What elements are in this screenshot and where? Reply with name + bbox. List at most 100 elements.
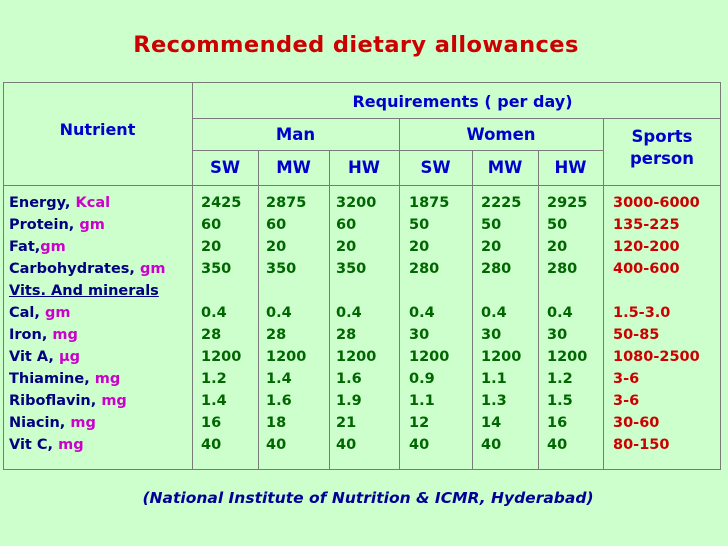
- value-cell: 40: [336, 437, 357, 453]
- value-cell: 1200: [266, 349, 307, 365]
- value-cell: 1.5-3.0: [613, 305, 671, 321]
- source-citation: (National Institute of Nutrition & ICMR,…: [142, 489, 594, 507]
- values-women-mw: 2225 50 20 280 0.4 30 1200 1.1 1.3 14 40: [481, 192, 521, 456]
- value-cell: 40: [266, 437, 287, 453]
- value-cell: 21: [336, 415, 357, 431]
- value-cell: 50: [409, 217, 430, 233]
- value-cell: 1.5: [547, 393, 573, 409]
- value-cell: 28: [266, 327, 287, 343]
- value-cell: 350: [336, 261, 367, 277]
- value-cell: 60: [201, 217, 222, 233]
- values-man-sw: 2425 60 20 350 0.4 28 1200 1.2 1.4 16 40: [201, 192, 241, 456]
- value-cell: 0.4: [201, 305, 227, 321]
- nutrient-vits-heading: Vits. And minerals: [9, 283, 159, 299]
- page-title: Recommended dietary allowances: [133, 32, 579, 58]
- value-cell: 0.4: [336, 305, 362, 321]
- nutrient-vit-c: Vit C, mg: [9, 437, 84, 453]
- value-cell: 280: [547, 261, 578, 277]
- value-cell: 1.2: [547, 371, 573, 387]
- value-cell: 120-200: [613, 239, 680, 255]
- divider-women-mw-hw: [538, 150, 539, 470]
- value-cell: 135-225: [613, 217, 680, 233]
- value-cell: 30: [481, 327, 502, 343]
- divider-women-sw-mw: [472, 150, 473, 470]
- value-cell: 1200: [409, 349, 450, 365]
- nutrient-riboflavin: Riboflavin, mg: [9, 393, 127, 409]
- value-cell: 0.4: [547, 305, 573, 321]
- value-cell: 30-60: [613, 415, 660, 431]
- value-cell: 2925: [547, 195, 588, 211]
- value-cell: 0.4: [409, 305, 435, 321]
- value-cell: 1080-2500: [613, 349, 700, 365]
- value-cell: 2225: [481, 195, 522, 211]
- values-man-mw: 2875 60 20 350 0.4 28 1200 1.4 1.6 18 40: [266, 192, 306, 456]
- value-cell: 28: [201, 327, 222, 343]
- value-cell: [201, 280, 241, 302]
- value-cell: 1200: [336, 349, 377, 365]
- value-cell: 40: [201, 437, 222, 453]
- value-cell: 0.9: [409, 371, 435, 387]
- value-cell: 30: [409, 327, 430, 343]
- value-cell: 16: [201, 415, 222, 431]
- rda-table: [3, 82, 721, 470]
- value-cell: 20: [409, 239, 430, 255]
- value-cell: [613, 280, 700, 302]
- value-cell: 18: [266, 415, 287, 431]
- nutrient-niacin: Niacin, mg: [9, 415, 96, 431]
- value-cell: 280: [409, 261, 440, 277]
- header-women: Women: [466, 125, 536, 144]
- value-cell: [481, 280, 521, 302]
- header-women-sw: SW: [420, 158, 451, 177]
- value-cell: 60: [266, 217, 287, 233]
- value-cell: 20: [547, 239, 568, 255]
- header-man: Man: [275, 125, 316, 144]
- value-cell: 1.9: [336, 393, 362, 409]
- value-cell: 2425: [201, 195, 242, 211]
- value-cell: 1200: [481, 349, 522, 365]
- value-cell: 1.2: [201, 371, 227, 387]
- value-cell: 3-6: [613, 393, 640, 409]
- nutrient-column: Energy, Kcal Protein, gm Fat,gm Carbohyd…: [9, 192, 165, 456]
- value-cell: 1.6: [336, 371, 362, 387]
- value-cell: 1.1: [481, 371, 507, 387]
- nutrient-cal: Cal, gm: [9, 305, 71, 321]
- value-cell: 350: [201, 261, 232, 277]
- header-man-mw: MW: [276, 158, 311, 177]
- value-cell: 50: [547, 217, 568, 233]
- divider-requirements: [192, 118, 721, 119]
- value-cell: 16: [547, 415, 568, 431]
- nutrient-fat: Fat,gm: [9, 239, 66, 255]
- value-cell: 2875: [266, 195, 307, 211]
- header-women-mw: MW: [487, 158, 523, 177]
- value-cell: 3200: [336, 195, 377, 211]
- header-man-sw: SW: [209, 158, 241, 177]
- values-man-hw: 3200 60 20 350 0.4 28 1200 1.6 1.9 21 40: [336, 192, 376, 456]
- value-cell: 40: [547, 437, 568, 453]
- value-cell: 1.4: [201, 393, 227, 409]
- value-cell: 3000-6000: [613, 195, 700, 211]
- value-cell: 20: [481, 239, 502, 255]
- divider-nutrient: [192, 82, 193, 470]
- value-cell: [336, 280, 376, 302]
- value-cell: 1200: [201, 349, 242, 365]
- value-cell: 28: [336, 327, 357, 343]
- value-cell: 0.4: [266, 305, 292, 321]
- value-cell: 14: [481, 415, 502, 431]
- value-cell: 20: [201, 239, 222, 255]
- header-nutrient: Nutrient: [59, 120, 136, 139]
- value-cell: 40: [481, 437, 502, 453]
- nutrient-iron: Iron, mg: [9, 327, 78, 343]
- value-cell: 3-6: [613, 371, 640, 387]
- value-cell: 1875: [409, 195, 450, 211]
- value-cell: 50-85: [613, 327, 660, 343]
- value-cell: 40: [409, 437, 430, 453]
- value-cell: 20: [266, 239, 287, 255]
- values-women-hw: 2925 50 20 280 0.4 30 1200 1.2 1.5 16 40: [547, 192, 587, 456]
- divider-header-body: [3, 185, 721, 186]
- value-cell: 20: [336, 239, 357, 255]
- value-cell: 12: [409, 415, 430, 431]
- value-cell: 1.1: [409, 393, 435, 409]
- divider-women-sports: [603, 118, 604, 470]
- nutrient-protein: Protein, gm: [9, 217, 105, 233]
- header-women-hw: HW: [554, 158, 587, 177]
